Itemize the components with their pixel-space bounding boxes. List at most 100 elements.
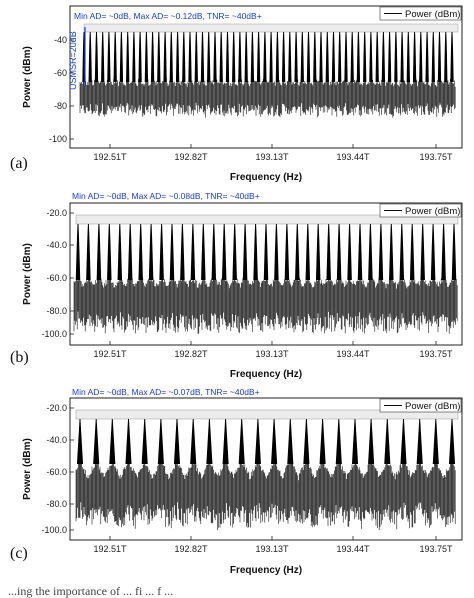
panel-b-noise-floor	[73, 274, 458, 334]
panel-c-comb-line	[109, 418, 116, 465]
panel-b-x-tick-label: 193.13T	[255, 349, 289, 359]
panel-b-comb-line	[315, 223, 321, 281]
panel-c-legend: Power (dBm)	[379, 398, 462, 413]
panel-a-comb-line	[375, 31, 379, 83]
panel-b-y-tick-label: -20.0	[46, 208, 67, 218]
panel-b: -20.0 -40.0 -60.0 -80.0 -100.0 192.51T 192.82…	[10, 191, 463, 380]
panel-a-comb-line	[425, 31, 429, 83]
panel-a-comb-line	[163, 31, 167, 83]
panel-b-comb-line	[253, 223, 258, 281]
panel-a-y-tick-label: -80	[54, 101, 67, 111]
panel-c-y-tick-label: -40.0	[46, 435, 67, 445]
panel-c-x-tick-label: 192.51T	[93, 544, 127, 554]
panel-b-top-band	[75, 214, 459, 225]
panel-c-comb-line	[254, 418, 261, 465]
panel-a-comb-line	[188, 31, 192, 83]
panel-a-comb-line	[219, 31, 223, 83]
panel-a-comb-line	[400, 31, 404, 83]
panel-b-comb-line	[399, 223, 405, 281]
panel-c-comb-line	[351, 418, 359, 465]
panel-b-legend: Power (dBm)	[379, 203, 462, 218]
panel-a-comb-line	[450, 31, 454, 83]
panel-b-comb-line	[274, 223, 279, 281]
panel-c-comb-line	[206, 418, 213, 465]
panel-c-comb-line	[416, 418, 423, 465]
panel-a-comb-line	[269, 31, 273, 83]
panel-a-noise-floor	[79, 76, 456, 118]
panel-a-comb-line	[113, 31, 117, 83]
panel-a-comb-line	[381, 31, 386, 83]
panel-c-noise-floor	[75, 458, 456, 531]
panel-c-comb-line	[190, 418, 197, 465]
panel-b-comb-line	[86, 223, 91, 281]
panel-b-comb-line	[420, 223, 425, 281]
panel-b-comb-line	[96, 223, 102, 281]
panel-c-y-tick-label: -60.0	[46, 467, 67, 477]
panel-a-comb-line	[288, 31, 292, 83]
panel-a-panel-label: (a)	[10, 155, 28, 172]
panel-c-top-band	[75, 409, 459, 420]
panel-a-y-tick-label: -60	[54, 68, 67, 78]
panel-a-comb-line	[369, 31, 373, 83]
panel-b-x-tick-label: 193.75T	[419, 349, 453, 359]
panel-a-x-tick-label: 193.13T	[255, 152, 289, 162]
panel-a-comb-line	[294, 31, 298, 83]
panel-c-comb-line	[335, 418, 342, 465]
panel-a-comb-line	[275, 31, 280, 83]
panel-b-comb-line	[242, 223, 248, 281]
panel-b-comb-line	[221, 223, 227, 281]
panel-b-xlabel: Frequency (Hz)	[230, 369, 302, 380]
panel-a-comb-line	[194, 31, 198, 83]
panel-b-x-tick-label: 193.44T	[336, 349, 370, 359]
panel-a-comb-line	[250, 31, 255, 83]
panel-a-comb-line	[344, 31, 348, 83]
panel-c-comb-line	[271, 418, 278, 465]
panel-a-comb-line	[138, 31, 142, 83]
panel-b-comb-line	[357, 223, 363, 281]
panel-a-comb-line	[94, 31, 99, 83]
panel-c-y-tick-label: -20.0	[46, 403, 67, 413]
panel-a-comb-line	[182, 31, 186, 83]
panel-a-x-tick-label: 193.44T	[336, 152, 370, 162]
panel-b-comb-line	[441, 223, 446, 281]
panel-b-comb-line	[117, 223, 123, 281]
panel-a-comb-line	[412, 31, 417, 83]
panel-c-comb-line	[368, 418, 375, 465]
panel-b-annotation: Min AD= ~0dB, Max AD= ~0.08dB, TNR= ~40d…	[72, 191, 260, 201]
panel-a-comb-line	[101, 31, 105, 83]
panel-b-comb-line	[347, 223, 352, 281]
panel-b-comb-line	[159, 223, 164, 281]
panel-a-comb-line	[157, 31, 161, 83]
panel-a-comb-line	[437, 31, 442, 83]
panel-a-x-tick-label: 192.51T	[93, 152, 127, 162]
panel-a-comb-line	[175, 31, 180, 83]
panel-b-comb-line	[169, 223, 175, 281]
panel-b-comb-line	[284, 223, 290, 281]
panel-a-comb-line	[319, 31, 323, 83]
panel-c: -20.0 -40.0 -60.0 -80.0 -100.0 192.51T 192.82…	[10, 387, 463, 576]
panel-b-y-tick-label: -60.0	[46, 273, 67, 283]
panel-b-comb-line	[148, 223, 154, 281]
panel-a-comb-line	[238, 31, 242, 83]
panel-a-y-ticks: -40 -60 -80 -100	[49, 35, 74, 144]
panel-a-comb-line	[325, 31, 329, 83]
panel-b-comb-line	[232, 223, 237, 281]
panel-a-x-ticks: 192.51T 192.82T 193.13T 193.44T 193.75T	[93, 144, 453, 162]
panel-b-comb-line	[75, 223, 81, 281]
panel-a-comb-line	[338, 31, 342, 83]
panel-a-signal	[79, 31, 456, 118]
panel-a-comb-line	[107, 31, 111, 83]
caption-fragment: ...ing the importance of ... fi ... f ..…	[8, 584, 173, 598]
panel-c-xlabel: Frequency (Hz)	[230, 565, 302, 576]
panel-b-comb-line	[409, 223, 415, 281]
panel-a-comb-line	[306, 31, 311, 83]
panel-c-y-ticks: -20.0 -40.0 -60.0 -80.0 -100.0	[41, 403, 74, 535]
panel-a-comb-line	[419, 31, 423, 83]
panel-b-comb-line	[211, 223, 217, 281]
panel-a-x-tick-label: 192.82T	[174, 152, 208, 162]
panel-a: -40 -60 -80 -100 192.51T 192.82T 193.13T 193.4…	[10, 5, 463, 183]
panel-c-comb-line	[287, 418, 294, 465]
panel-c-comb-line	[238, 418, 245, 465]
panel-b-comb-line	[180, 223, 185, 281]
